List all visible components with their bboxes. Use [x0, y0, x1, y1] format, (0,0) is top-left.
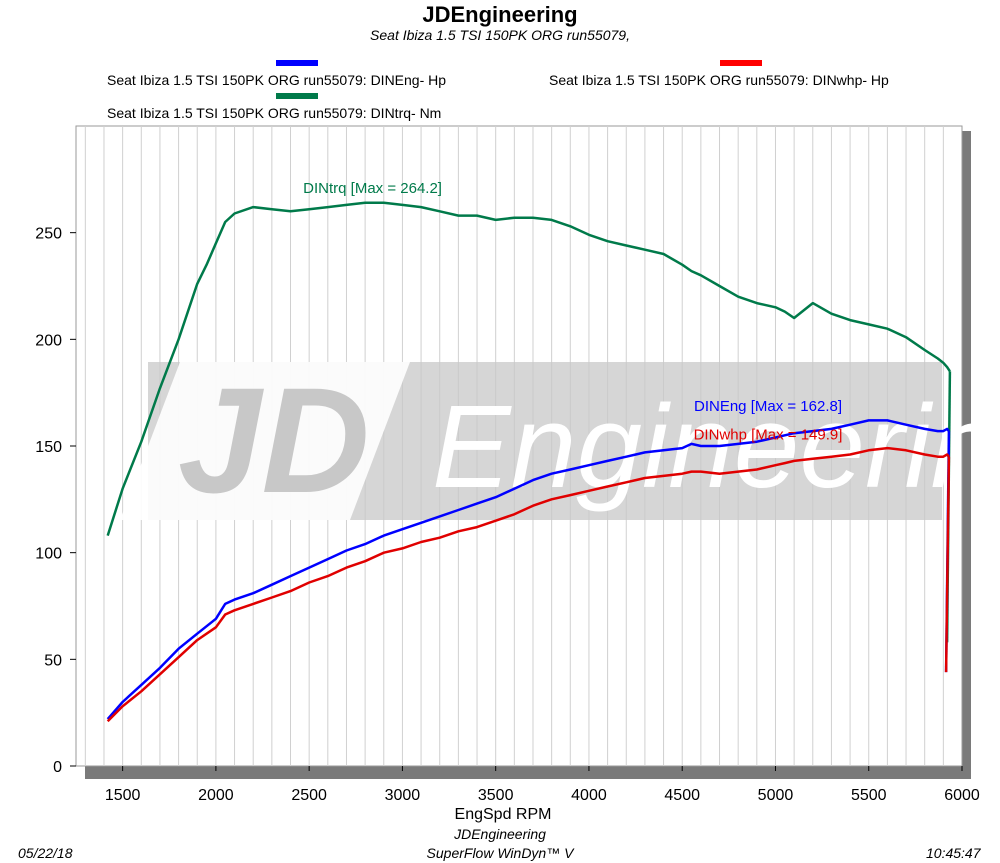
watermark-logo-box [120, 362, 410, 520]
y-tick-label: 250 [35, 226, 62, 243]
footer-time: 10:45:47 [926, 845, 981, 861]
legend-label-whp: Seat Ibiza 1.5 TSI 150PK ORG run55079: D… [549, 72, 889, 88]
x-tick-label: 3000 [385, 787, 421, 804]
y-tick-label: 100 [35, 546, 62, 563]
chart-subtitle: Seat Ibiza 1.5 TSI 150PK ORG run55079, [370, 27, 630, 43]
x-tick-label: 3500 [478, 787, 514, 804]
series-end-whp [944, 456, 951, 673]
footer-software: SuperFlow WinDyn™ V [426, 845, 574, 861]
legend-swatch-torque [276, 93, 318, 99]
legend-label-torque: Seat Ibiza 1.5 TSI 150PK ORG run55079: D… [107, 105, 442, 121]
x-tick-label: 5000 [758, 787, 794, 804]
legend-swatch-hp [276, 60, 318, 66]
x-tick-label: 4000 [571, 787, 607, 804]
x-axis-title: EngSpd RPM [455, 806, 552, 823]
x-tick-label: 1500 [105, 787, 141, 804]
footer-date: 05/22/18 [18, 845, 73, 861]
watermark-logo: JD [178, 356, 370, 524]
x-tick-label: 4500 [664, 787, 700, 804]
y-tick-label: 0 [53, 759, 62, 776]
max-label-torque: DINtrq [Max = 264.2] [303, 180, 442, 197]
chart-title: JDEngineering [422, 2, 578, 27]
x-tick-label: 5500 [851, 787, 887, 804]
legend-label-hp: Seat Ibiza 1.5 TSI 150PK ORG run55079: D… [107, 72, 447, 88]
legend-swatch-whp [720, 60, 762, 66]
max-label-whp: DINwhp [Max = 149.9] [694, 427, 843, 444]
series-line-whp [106, 446, 950, 723]
footer-company: JDEngineering [454, 826, 546, 842]
x-tick-label: 2000 [198, 787, 234, 804]
y-tick-label: 150 [35, 439, 62, 456]
series-line-torque [106, 201, 951, 536]
max-label-hp: DINEng [Max = 162.8] [694, 398, 842, 415]
series-line-hp [106, 419, 950, 720]
y-tick-label: 200 [35, 332, 62, 349]
x-tick-label: 6000 [944, 787, 980, 804]
x-tick-label: 2500 [291, 787, 327, 804]
y-tick-label: 50 [44, 652, 62, 669]
